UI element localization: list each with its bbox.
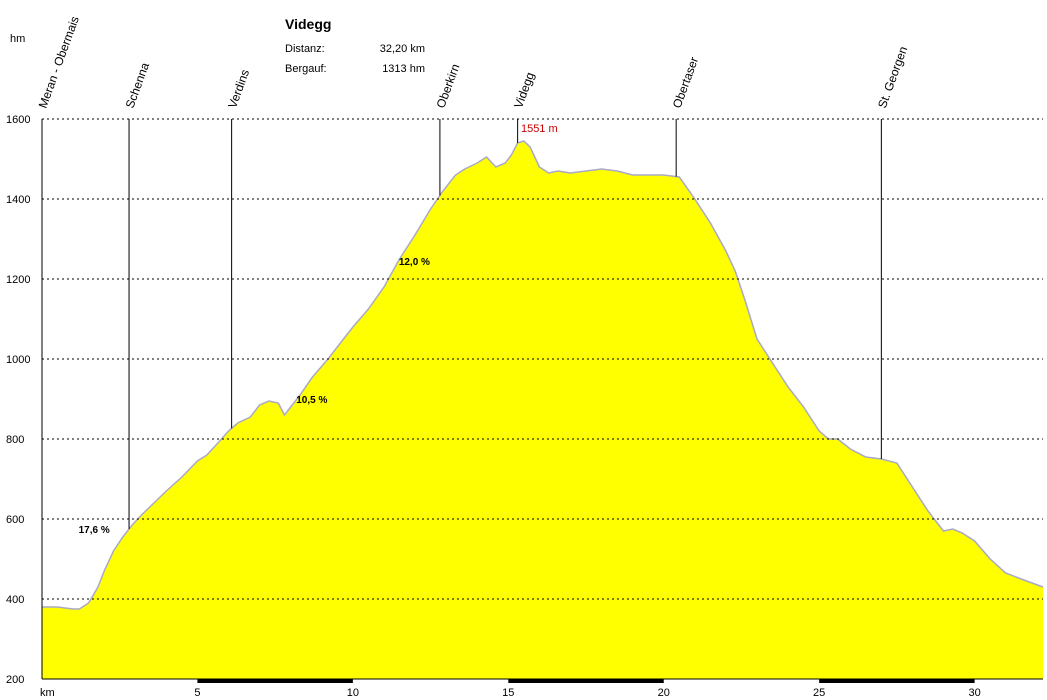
elevation-area	[42, 141, 1043, 679]
chart-title: Videgg	[285, 16, 332, 32]
gradient-label: 12,0 %	[399, 257, 430, 268]
y-tick-label: 800	[6, 434, 24, 446]
waypoint-label: Videgg	[511, 70, 537, 110]
waypoint-label: St. Georgen	[875, 44, 910, 110]
gradient-label: 10,5 %	[296, 395, 327, 406]
waypoint-label: Schenna	[123, 60, 152, 110]
x-axis-scale-block	[197, 679, 353, 683]
y-axis-unit-label: hm	[10, 33, 26, 45]
x-tick-label: 20	[658, 687, 670, 699]
y-tick-label: 1000	[6, 354, 30, 366]
x-tick-label: 15	[502, 687, 514, 699]
ascent-label: Bergauf:	[285, 63, 327, 75]
distance-label: Distanz:	[285, 43, 325, 55]
waypoint-label: Verdins	[225, 68, 252, 110]
x-tick-label: 25	[813, 687, 825, 699]
waypoint-label: Obertaser	[670, 55, 701, 110]
x-tick-label: 5	[194, 687, 200, 699]
waypoint-label: Meran - Obermais	[36, 14, 82, 110]
distance-value: 32,20 km	[379, 43, 425, 55]
y-tick-label: 200	[6, 674, 24, 686]
gradient-label: 17,6 %	[79, 525, 110, 536]
y-tick-label: 400	[6, 594, 24, 606]
peak-elevation-label: 1551 m	[521, 123, 558, 135]
y-tick-label: 1600	[6, 114, 30, 126]
x-axis-unit-label: km	[40, 687, 55, 699]
x-tick-label: 30	[968, 687, 980, 699]
waypoint-label: Oberkirn	[434, 62, 463, 110]
x-axis-scale-block	[508, 679, 664, 683]
ascent-value: 1313 hm	[382, 63, 425, 75]
y-tick-label: 600	[6, 514, 24, 526]
x-tick-label: 10	[347, 687, 359, 699]
y-tick-label: 1200	[6, 274, 30, 286]
elevation-line	[42, 140, 1044, 610]
x-axis-scale-block	[819, 679, 975, 683]
y-tick-label: 1400	[6, 194, 30, 206]
